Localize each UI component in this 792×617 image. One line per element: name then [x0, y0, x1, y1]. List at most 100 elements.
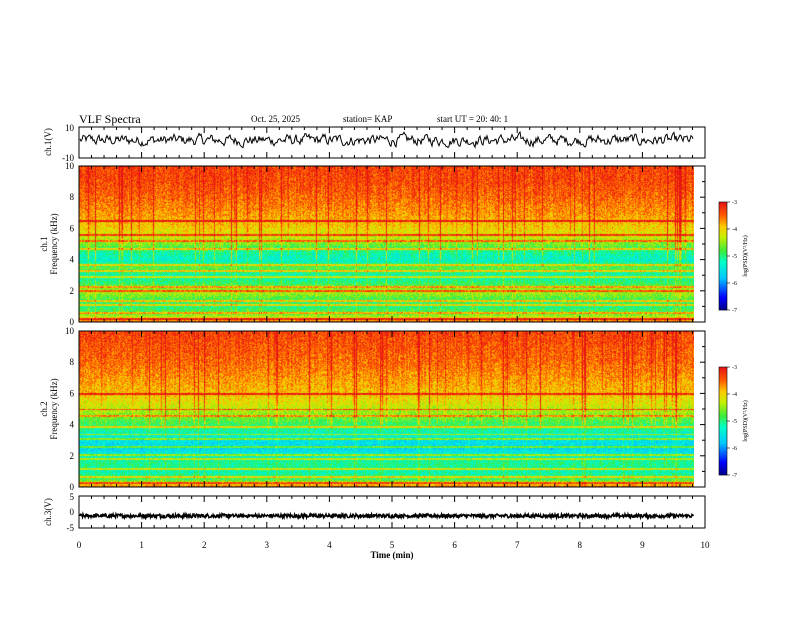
colorbar-cell: [719, 389, 727, 391]
colorbar-cell: [719, 295, 727, 297]
colorbar-cell: [719, 281, 727, 283]
colorbar-cell: [719, 237, 727, 239]
colorbar-cell: [719, 204, 727, 206]
colorbar-cell: [719, 452, 727, 454]
colorbar-cell: [719, 297, 727, 299]
colorbar-cell: [719, 444, 727, 446]
colorbar-cell: [719, 245, 727, 247]
colorbar-cell: [719, 405, 727, 407]
xtick-label: 1: [139, 540, 144, 550]
ytick-label: 0: [70, 317, 75, 327]
colorbar-cell: [719, 431, 727, 433]
colorbar-cell: [719, 408, 727, 410]
colorbar-cell: [719, 459, 727, 461]
colorbar-cell: [719, 407, 727, 409]
colorbar-cell: [719, 292, 727, 294]
colorbar-cell: [719, 242, 727, 244]
colorbar-cell: [719, 419, 727, 421]
colorbar-cell: [719, 239, 727, 241]
colorbar-cell: [719, 254, 727, 256]
colorbar-cell: [719, 467, 727, 469]
x-axis-label: Time (min): [370, 550, 413, 560]
time-axis: 0 1 2 3 4 5 6 7 8 9 10: [77, 127, 710, 550]
colorbar-cell: [719, 434, 727, 436]
colorbar-cell: [719, 228, 727, 230]
colorbar-cell: [719, 382, 727, 384]
colorbar-cell: [719, 396, 727, 398]
colorbar-tick-label: -6: [732, 281, 737, 287]
ch1-ytick-top: 10: [65, 123, 75, 133]
colorbar-cell: [719, 424, 727, 426]
colorbar-cell: [719, 429, 727, 431]
colorbar-cell: [719, 461, 727, 463]
ch2-spectrogram-panel: 0 2 4 6 8 10 ch.2Frequency (kHz) -3 -4 -5 -6 -7 lo…: [39, 326, 749, 492]
colorbar-cell: [719, 259, 727, 261]
colorbar-tick-label: -3: [732, 365, 737, 371]
colorbar-cell: [719, 283, 727, 285]
colorbar-cell: [719, 302, 727, 304]
colorbar-cell: [719, 418, 727, 420]
colorbar-cell: [719, 249, 727, 251]
colorbar-cell: [719, 394, 727, 396]
colorbar-cell: [719, 388, 727, 390]
colorbar-cell: [719, 466, 727, 468]
xtick-label: 4: [327, 540, 332, 550]
colorbar-cell: [719, 214, 727, 216]
colorbar-cell: [719, 246, 727, 248]
colorbar-cell: [719, 223, 727, 225]
colorbar-cell: [719, 465, 727, 467]
colorbar-cell: [719, 402, 727, 404]
colorbar-cell: [719, 213, 727, 215]
colorbar-cell: [719, 269, 727, 271]
xtick-label: 5: [390, 540, 395, 550]
ch2-spectrogram-ylabel-channel: ch.2Frequency (kHz): [39, 378, 59, 439]
colorbar-cell: [719, 299, 727, 301]
colorbar-cell: [719, 377, 727, 379]
colorbar-cell: [719, 293, 727, 295]
ch1-voltage-ylabel: ch.1(V): [43, 128, 53, 156]
colorbar-cell: [719, 417, 727, 419]
colorbar-cell: [719, 215, 727, 217]
colorbar-cell: [719, 425, 727, 427]
colorbar-cell: [719, 285, 727, 287]
colorbar-cell: [719, 395, 727, 397]
ch1-spectrogram-panel: 0 2 4 6 8 10 ch.1Frequency (kHz) -3 -4 -5 -6 -7 lo…: [39, 161, 749, 327]
colorbar-cell: [719, 457, 727, 459]
xtick-label: 3: [265, 540, 270, 550]
colorbar-cell: [719, 279, 727, 281]
colorbar-cell: [719, 207, 727, 209]
ytick-label: 4: [70, 255, 75, 265]
xtick-label: 0: [77, 540, 82, 550]
colorbar-cell: [719, 253, 727, 255]
colorbar-cell: [719, 229, 727, 231]
colorbar-cell: [719, 304, 727, 306]
colorbar-tick-label: -7: [732, 473, 737, 479]
ch1-colorbar: -3 -4 -5 -6 -7 log(PSD)(V²/Hz): [718, 200, 749, 314]
ytick-label: 6: [70, 223, 75, 233]
colorbar-cell: [719, 373, 727, 375]
colorbar-cell: [719, 298, 727, 300]
colorbar-cell: [719, 222, 727, 224]
colorbar-cell: [719, 448, 727, 450]
colorbar-cell: [719, 276, 727, 278]
xtick-label: 8: [578, 540, 583, 550]
colorbar-cell: [719, 265, 727, 267]
colorbar-cell: [719, 300, 727, 302]
colorbar-cell: [719, 224, 727, 226]
colorbar-cell: [719, 390, 727, 392]
colorbar-cell: [719, 469, 727, 471]
colorbar-cell: [719, 227, 727, 229]
colorbar-cell: [719, 474, 727, 476]
colorbar-cell: [719, 264, 727, 266]
colorbar-cell: [719, 273, 727, 275]
colorbar-cell: [719, 248, 727, 250]
colorbar-cell: [719, 202, 727, 204]
ytick-label: 2: [70, 451, 75, 461]
xtick-label: 7: [515, 540, 520, 550]
colorbar-cell: [719, 243, 727, 245]
colorbar-cell: [719, 211, 727, 213]
colorbar-cell: [719, 209, 727, 211]
colorbar-cell: [719, 399, 727, 401]
colorbar-cell: [719, 275, 727, 277]
colorbar-cell: [719, 398, 727, 400]
